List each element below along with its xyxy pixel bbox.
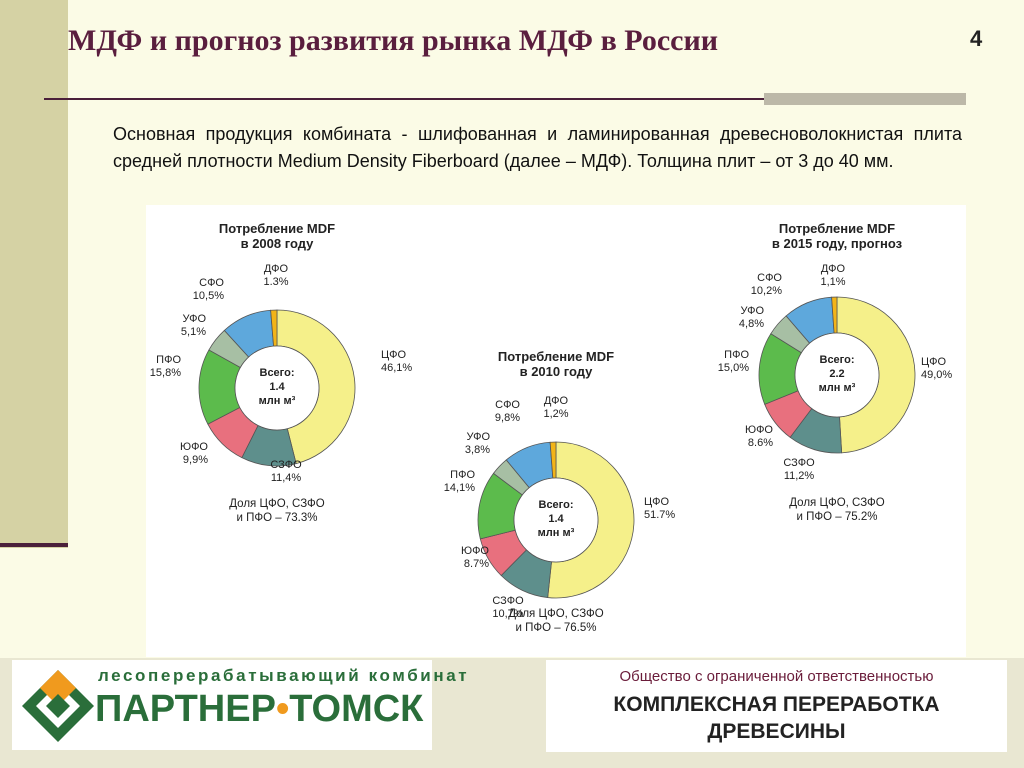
slice-name-label: СЗФО <box>270 459 302 471</box>
chart-footnote: Доля ЦФО, СЗФО <box>508 608 604 620</box>
slice-name-label: ПФО <box>156 354 181 366</box>
center-total-label: млн м³ <box>819 382 856 394</box>
chart-title-line: Потребление MDF <box>779 221 895 236</box>
slice-value-label: 1,1% <box>820 276 845 288</box>
slice-value-label: 8.7% <box>464 558 489 570</box>
center-total-label: 1.4 <box>269 381 285 393</box>
slice-name-label: СФО <box>199 277 224 289</box>
donut-center <box>794 332 880 418</box>
company-name: КОМПЛЕКСНАЯ ПЕРЕРАБОТКА ДРЕВЕСИНЫ <box>613 693 940 743</box>
slice-value-label: 11,2% <box>784 470 815 482</box>
logo-tagline: лесоперерабатывающий комбинат <box>98 666 470 685</box>
slice-name-label: СЗФО <box>492 595 524 607</box>
logo-dot-icon: • <box>275 688 290 730</box>
chart-footnote: и ПФО – 73.3% <box>237 512 318 524</box>
charts-panel: Потребление MDF в 2008 году ЦФО 46,1% СЗФО 11… <box>146 205 966 657</box>
slice-name-label: ЦФО <box>921 356 947 368</box>
company-info: Общество с ограниченной ответственностью… <box>546 660 1007 752</box>
slide-title: МДФ и прогноз развития рынка МДФ в Росси… <box>68 24 719 57</box>
company-type: Общество с ограниченной ответственностью <box>619 668 934 685</box>
donut-center <box>513 477 599 563</box>
chart-footnote: Доля ЦФО, СЗФО <box>229 498 325 510</box>
slice-value-label: 1,2% <box>543 408 568 420</box>
slice-name-label: УФО <box>182 313 206 325</box>
chart-footnote: Доля ЦФО, СЗФО <box>789 497 885 509</box>
slice-name-label: УФО <box>466 431 490 443</box>
slice-value-label: 1.3% <box>263 276 288 288</box>
slice-value-label: 46,1% <box>381 362 412 374</box>
slice-value-label: 4,8% <box>739 318 764 330</box>
chart-title-line: в 2010 году <box>520 364 594 379</box>
slice-name-label: СЗФО <box>783 457 815 469</box>
chart-title-line: Потребление MDF <box>219 221 335 236</box>
slice-value-label: 3,8% <box>465 444 490 456</box>
divider-accent <box>764 93 966 105</box>
center-total-label: млн м³ <box>538 527 575 539</box>
center-total-label: Всего: <box>260 367 295 379</box>
slice-name-label: ПФО <box>724 349 749 361</box>
slice-value-label: 49,0% <box>921 369 952 381</box>
slice-name-label: ПФО <box>450 469 475 481</box>
slice-value-label: 8.6% <box>748 437 773 449</box>
left-decor-line <box>0 543 68 547</box>
slice-value-label: 9,9% <box>183 454 208 466</box>
logo-name: ПАРТНЕР•ТОМСК <box>95 688 423 731</box>
slice-value-label: 15,8% <box>150 367 181 379</box>
chart-title-line: Потребление MDF <box>498 349 614 364</box>
logo-emblem-icon <box>22 670 94 742</box>
center-total-label: 1.4 <box>548 513 564 525</box>
slice-name-label: СФО <box>757 272 782 284</box>
center-total-label: млн м³ <box>259 395 296 407</box>
center-total-label: Всего: <box>539 499 574 511</box>
slice-value-label: 51.7% <box>644 509 675 521</box>
logo-name-part1: ПАРТНЕР <box>95 688 276 730</box>
slice-value-label: 15,0% <box>718 362 749 374</box>
slice-name-label: ДФО <box>821 263 846 275</box>
slice-value-label: 9,8% <box>495 412 520 424</box>
slice-name-label: УФО <box>740 305 764 317</box>
company-logo <box>12 660 432 750</box>
donut-center <box>234 345 320 431</box>
slice-name-label: ЦФО <box>381 349 407 361</box>
title-divider <box>44 98 964 100</box>
slice-name-label: СФО <box>495 399 520 411</box>
slice-value-label: 11,4% <box>271 472 302 484</box>
slice-name-label: ДФО <box>544 395 569 407</box>
page-number: 4 <box>970 26 983 51</box>
slice-value-label: 10,2% <box>751 285 782 297</box>
chart-footnote: и ПФО – 75.2% <box>797 511 878 523</box>
slice-name-label: ДФО <box>264 263 289 275</box>
center-total-label: 2.2 <box>829 368 844 380</box>
slice-value-label: 5,1% <box>181 326 206 338</box>
center-total-label: Всего: <box>820 354 855 366</box>
slice-name-label: ЮФО <box>461 545 489 557</box>
chart-title-line: в 2008 году <box>241 236 315 251</box>
left-decor-bar <box>0 0 68 548</box>
slice-value-label: 14,1% <box>444 482 475 494</box>
slice-value-label: 10,7% <box>492 608 523 620</box>
slice-name-label: ЮФО <box>745 424 773 436</box>
slice-name-label: ЦФО <box>644 496 670 508</box>
body-text: Основная продукция комбината - шлифованн… <box>113 124 962 171</box>
chart-title-line: в 2015 году, прогноз <box>772 236 903 251</box>
slice-value-label: 10,5% <box>193 290 224 302</box>
slice-name-label: ЮФО <box>180 441 208 453</box>
logo-name-part2: ТОМСК <box>289 688 424 730</box>
chart-footnote: и ПФО – 76.5% <box>516 622 597 634</box>
